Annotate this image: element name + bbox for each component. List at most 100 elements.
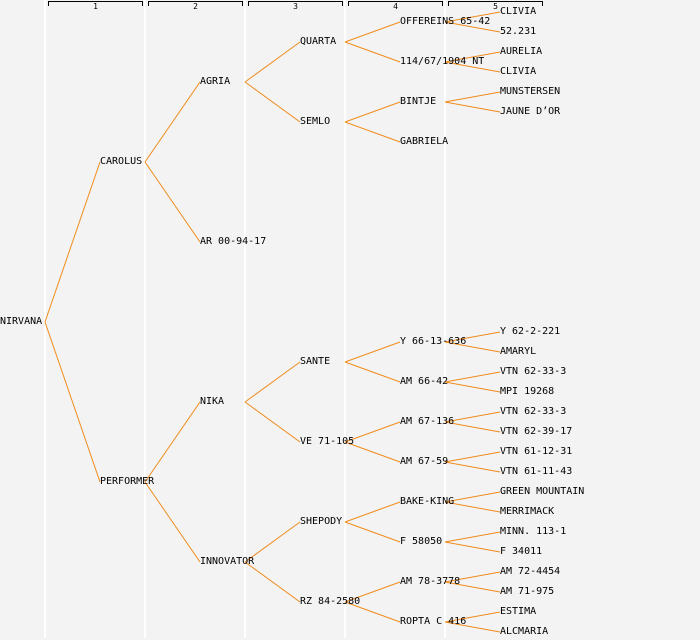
parent-link	[344, 361, 401, 383]
parent-link	[444, 371, 501, 383]
parent-link	[344, 441, 401, 463]
parent-link	[344, 501, 401, 523]
parent-link	[444, 491, 501, 503]
ancestor-node[interactable]: INNOVATOR	[200, 556, 255, 567]
parent-link	[444, 341, 501, 353]
ancestor-node[interactable]: RZ 84-2580	[300, 596, 361, 607]
ancestor-node[interactable]: GREEN MOUNTAIN	[500, 486, 585, 497]
parent-link	[344, 521, 401, 543]
ancestor-node[interactable]: 114/67/1904 NT	[400, 56, 485, 67]
parent-link	[344, 341, 401, 363]
ancestor-node[interactable]: SEMLO	[300, 116, 331, 127]
parent-link	[344, 101, 401, 123]
parent-link	[244, 81, 301, 123]
ancestor-node[interactable]: Y 62-2-221	[500, 326, 561, 337]
parent-link	[344, 21, 401, 43]
ancestor-node[interactable]: VTN 62-33-3	[500, 366, 567, 377]
generation-number: 4	[393, 2, 398, 11]
parent-link	[444, 421, 501, 433]
ancestor-node[interactable]: MERRIMACK	[500, 506, 555, 517]
parent-link	[344, 581, 401, 603]
generation-header: 5	[448, 1, 543, 11]
ancestor-node[interactable]: SANTE	[300, 356, 331, 367]
ancestor-node[interactable]: BAKE-KING	[400, 496, 455, 507]
ancestor-node[interactable]: AM 67-59	[400, 456, 449, 467]
generation-bracket	[448, 1, 543, 6]
ancestor-node[interactable]: AGRIA	[200, 76, 231, 87]
ancestor-node[interactable]: AURELIA	[500, 46, 543, 57]
ancestor-node[interactable]: ROPTA C 416	[400, 616, 467, 627]
ancestor-node[interactable]: OFFEREINS 65-42	[400, 16, 491, 27]
parent-link	[444, 461, 501, 473]
ancestor-node[interactable]: BINTJE	[400, 96, 437, 107]
parent-link	[444, 541, 501, 553]
parent-link	[344, 41, 401, 63]
parent-link	[444, 501, 501, 513]
ancestor-node[interactable]: AM 78-3778	[400, 576, 461, 587]
ancestor-node[interactable]: AM 66-42	[400, 376, 449, 387]
parent-link	[244, 41, 301, 83]
parent-link	[344, 121, 401, 143]
ancestor-node[interactable]: VTN 62-39-17	[500, 426, 573, 437]
ancestor-node[interactable]: SHEPODY	[300, 516, 343, 527]
parent-link	[444, 331, 501, 343]
column-divider	[344, 0, 346, 638]
ancestor-node[interactable]: VE 71-105	[300, 436, 355, 447]
ancestor-node[interactable]: 52.231	[500, 26, 537, 37]
parent-link	[444, 51, 501, 63]
ancestor-node[interactable]: Y 66-13-636	[400, 336, 467, 347]
ancestor-node[interactable]: AM 67-136	[400, 416, 455, 427]
column-divider	[144, 0, 146, 638]
parent-link	[244, 361, 301, 403]
ancestor-node[interactable]: JAUNE D’OR	[500, 106, 561, 117]
ancestor-node[interactable]: CLIVIA	[500, 6, 537, 17]
ancestor-node[interactable]: PERFORMER	[100, 476, 155, 487]
parent-link	[444, 581, 501, 593]
generation-header: 2	[148, 1, 243, 11]
parent-link	[244, 401, 301, 443]
parent-link	[444, 451, 501, 463]
ancestor-node[interactable]: ESTIMA	[500, 606, 537, 617]
ancestor-node[interactable]: QUARTA	[300, 36, 337, 47]
ancestor-node[interactable]: GABRIELA	[400, 136, 449, 147]
generation-bracket	[248, 1, 343, 6]
parent-link	[444, 411, 501, 423]
ancestor-node[interactable]: MINN. 113-1	[500, 526, 567, 537]
ancestor-node[interactable]: CAROLUS	[100, 156, 143, 167]
generation-number: 1	[93, 2, 98, 11]
parent-link	[144, 161, 201, 243]
ancestor-node[interactable]: AM 72-4454	[500, 566, 561, 577]
generation-number: 5	[493, 2, 498, 11]
ancestor-node[interactable]: VTN 62-33-3	[500, 406, 567, 417]
parent-link	[444, 11, 501, 23]
ancestor-node[interactable]: VTN 61-12-31	[500, 446, 573, 457]
generation-bracket	[148, 1, 243, 6]
ancestor-node[interactable]: AM 71-975	[500, 586, 555, 597]
generation-number: 3	[293, 2, 298, 11]
ancestor-node[interactable]: F 58050	[400, 536, 443, 547]
parent-link	[44, 321, 101, 483]
parent-link	[444, 611, 501, 623]
ancestor-node[interactable]: AR 00-94-17	[200, 236, 267, 247]
ancestor-node[interactable]: MPI 19268	[500, 386, 555, 397]
ancestor-node[interactable]: NIKA	[200, 396, 225, 407]
ancestor-node[interactable]: ALCMARIA	[500, 626, 549, 637]
generation-header: 4	[348, 1, 443, 11]
generation-header: 1	[48, 1, 143, 11]
ancestor-node[interactable]: AMARYL	[500, 346, 537, 357]
parent-link	[444, 531, 501, 543]
parent-link	[444, 621, 501, 633]
ancestor-node[interactable]: VTN 61-11-43	[500, 466, 573, 477]
ancestor-node[interactable]: MUNSTERSEN	[500, 86, 561, 97]
parent-link	[444, 21, 501, 33]
ancestor-node[interactable]: CLIVIA	[500, 66, 537, 77]
generation-bracket	[48, 1, 143, 6]
ancestor-node[interactable]: F 34011	[500, 546, 543, 557]
parent-link	[444, 571, 501, 583]
parent-link	[144, 81, 201, 163]
root-node[interactable]: NIRVANA	[0, 316, 43, 327]
parent-link	[144, 401, 201, 483]
parent-link	[444, 91, 501, 103]
column-divider	[244, 0, 246, 638]
